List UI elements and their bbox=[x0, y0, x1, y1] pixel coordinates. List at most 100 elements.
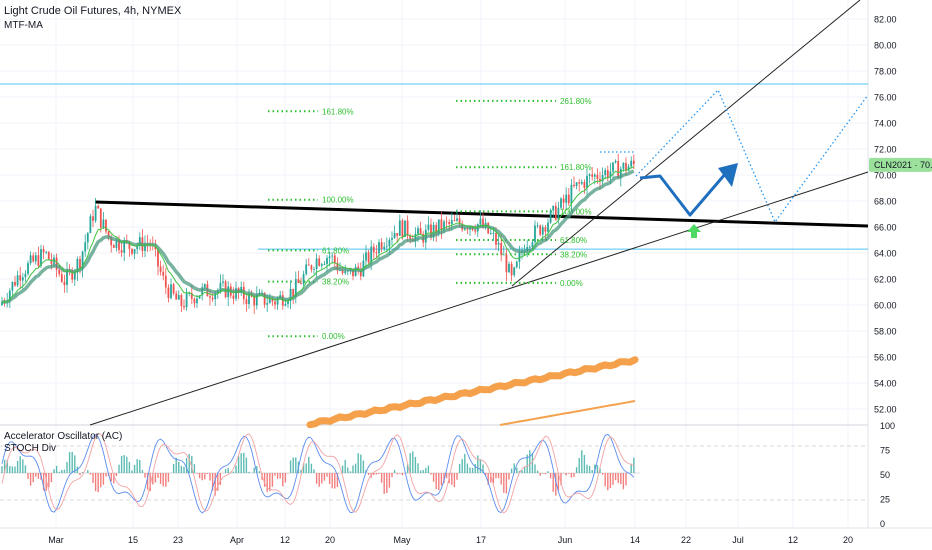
ac-histogram-bar bbox=[544, 473, 547, 475]
candle-body bbox=[219, 282, 222, 291]
candle-body bbox=[604, 170, 607, 175]
ac-histogram-bar bbox=[614, 473, 617, 481]
ac-histogram-bar bbox=[19, 456, 21, 473]
candle-body bbox=[336, 262, 339, 271]
ac-histogram-bar bbox=[248, 471, 250, 473]
ac-histogram-bar bbox=[609, 473, 612, 489]
ac-histogram-bar bbox=[235, 465, 237, 473]
candle-body bbox=[320, 264, 323, 266]
ac-histogram-bar bbox=[482, 464, 484, 473]
ac-histogram-bar bbox=[625, 473, 627, 486]
candle-body bbox=[508, 263, 510, 273]
candle-body bbox=[183, 306, 185, 308]
candle-body bbox=[440, 219, 443, 231]
resistance-line[interactable] bbox=[94, 200, 869, 228]
candle-body bbox=[211, 297, 214, 300]
time-tick-label: Jul bbox=[732, 535, 744, 545]
ac-histogram-bar bbox=[198, 473, 201, 479]
chart-title: Light Crude Oil Futures, 4h, NYMEX bbox=[4, 5, 182, 17]
candle-body bbox=[214, 293, 217, 300]
ac-histogram-bar bbox=[74, 455, 76, 473]
ac-histogram-bar bbox=[451, 473, 453, 485]
ac-histogram-bar bbox=[393, 469, 396, 473]
candle-body bbox=[427, 224, 430, 230]
ac-histogram-bar bbox=[341, 465, 344, 473]
candle-body bbox=[341, 270, 344, 274]
ac-histogram-bar bbox=[245, 457, 248, 473]
candle-body bbox=[463, 228, 466, 230]
ac-histogram-bar bbox=[492, 473, 495, 484]
candle-body bbox=[164, 275, 167, 288]
candle-body bbox=[196, 298, 198, 304]
ac-histogram-bar bbox=[193, 464, 196, 473]
price-badge: CLN2021 · 70.78 bbox=[869, 157, 932, 172]
time-tick-label: 23 bbox=[173, 535, 183, 545]
ac-histogram-bar bbox=[417, 463, 419, 473]
ac-histogram-bar bbox=[347, 467, 349, 473]
ac-histogram-bar bbox=[430, 473, 432, 475]
ac-histogram-bar bbox=[622, 473, 625, 490]
ac-histogram-bar bbox=[263, 473, 266, 487]
osc-tick-label: 50 bbox=[880, 470, 890, 480]
candle-body bbox=[443, 221, 445, 231]
ac-histogram-bar bbox=[323, 473, 326, 481]
candle-body bbox=[245, 299, 248, 305]
ac-histogram-bar bbox=[432, 473, 435, 482]
ac-histogram-bar bbox=[217, 473, 219, 491]
ac-histogram-bar bbox=[367, 473, 370, 476]
ac-histogram-bar bbox=[100, 473, 102, 488]
ac-histogram-bar bbox=[243, 452, 245, 473]
ac-histogram-bar bbox=[334, 473, 336, 489]
candle-body bbox=[315, 258, 318, 270]
ac-histogram-bar bbox=[453, 473, 456, 488]
fibonacci-levels: 161.80% 100.00% 61.80% 38.20% 0.00% 261.80% 16… bbox=[268, 97, 592, 341]
ac-histogram-bar bbox=[466, 463, 469, 473]
candle-body bbox=[105, 219, 107, 232]
price-tick-label: 82.00 bbox=[874, 15, 897, 25]
ac-histogram-bar bbox=[523, 466, 526, 473]
candle-body bbox=[188, 293, 191, 294]
candle-body bbox=[11, 281, 14, 291]
ac-histogram-bar bbox=[92, 473, 94, 483]
ac-histogram-bar bbox=[581, 450, 583, 473]
ac-histogram-bar bbox=[521, 470, 523, 473]
candle-body bbox=[614, 161, 617, 163]
ac-histogram-bar bbox=[258, 471, 261, 473]
ac-histogram-bar bbox=[172, 464, 175, 473]
ac-histogram-bar bbox=[633, 457, 635, 473]
candle-body bbox=[284, 304, 287, 306]
candle-body bbox=[445, 221, 448, 223]
ac-histogram-bar bbox=[196, 473, 198, 474]
candle-body bbox=[32, 255, 35, 262]
candle-body bbox=[123, 240, 126, 253]
candle-body bbox=[133, 249, 136, 254]
ac-histogram-bar bbox=[438, 473, 440, 491]
ac-histogram-bar bbox=[6, 460, 8, 473]
candle-body bbox=[365, 252, 367, 261]
ac-histogram-bar bbox=[461, 459, 463, 473]
fib-right-label: 100.00% bbox=[560, 207, 592, 216]
candle-body bbox=[352, 268, 354, 277]
ac-histogram-bar bbox=[601, 473, 604, 475]
candle-body bbox=[617, 161, 620, 178]
ac-histogram-bar bbox=[484, 473, 487, 476]
time-tick-label: 12 bbox=[788, 535, 798, 545]
channel-trend-line[interactable] bbox=[511, 0, 861, 287]
long-trend-line[interactable] bbox=[89, 171, 869, 426]
ac-histogram-bar bbox=[497, 473, 500, 479]
candle-body bbox=[414, 233, 417, 242]
ac-histogram-bar bbox=[536, 470, 539, 473]
ac-histogram-bar bbox=[167, 473, 170, 482]
candle-body bbox=[489, 233, 492, 234]
ac-histogram-bar bbox=[32, 473, 34, 483]
ac-histogram-bar bbox=[224, 469, 227, 473]
ac-histogram-bar bbox=[175, 457, 177, 473]
candle-body bbox=[398, 220, 401, 236]
osc-tick-label: 0 bbox=[880, 519, 885, 529]
candle-body bbox=[268, 298, 271, 304]
candle-body bbox=[248, 293, 250, 305]
projection-arrow-head bbox=[718, 163, 738, 187]
ac-histogram-bar bbox=[289, 460, 292, 473]
ac-histogram-bar bbox=[318, 473, 320, 487]
